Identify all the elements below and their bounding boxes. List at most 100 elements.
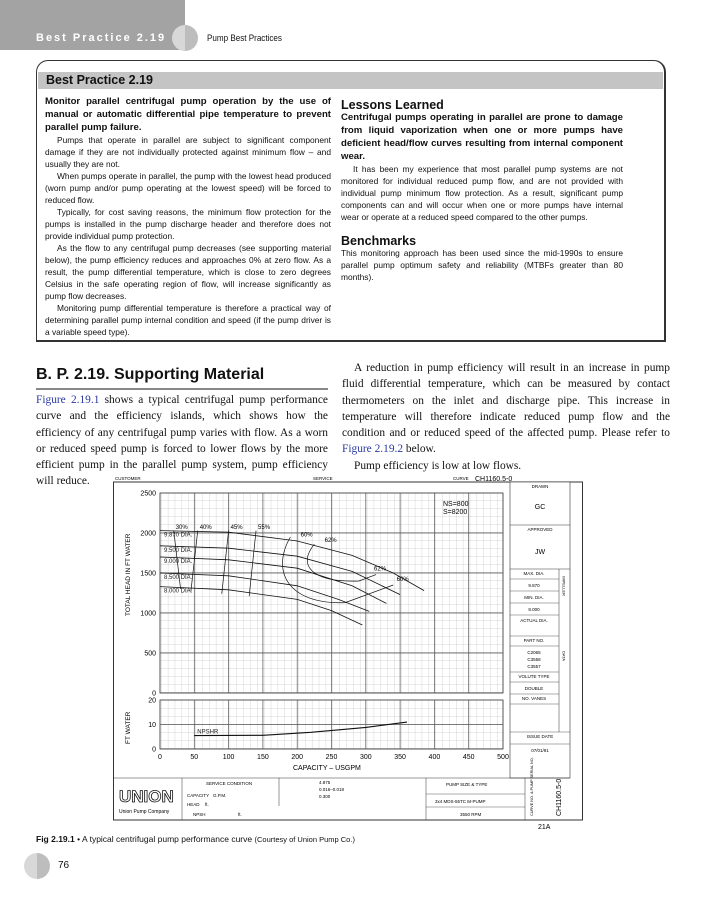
y-tick-label: 1000 — [140, 611, 156, 618]
x-tick-label: 350 — [394, 754, 406, 761]
text: below. — [403, 443, 436, 456]
curve-label: 8.500 DIA. — [164, 575, 193, 581]
text: A reduction in pump efficiency will resu… — [342, 362, 670, 440]
lessons-heading: Lessons Learned — [341, 98, 444, 112]
header-circle-decoration — [172, 25, 198, 51]
curve-label: 9.000 DIA. — [164, 559, 193, 565]
x-tick-label: 450 — [463, 754, 475, 761]
impeller-curve — [159, 556, 387, 604]
issue-date-label: ISSUE DATE — [527, 734, 553, 739]
ns-value: NS=800 — [443, 501, 469, 508]
volute-value: DOUBLE — [525, 686, 544, 691]
service-label: SERVICE — [313, 476, 333, 481]
y-tick-label: 1500 — [140, 571, 156, 578]
vanes-label: NO. VANES — [522, 696, 546, 701]
x-tick-label: 250 — [326, 754, 338, 761]
union-logo: UNION — [119, 787, 174, 806]
min-dia-label: MIN. DIA. — [524, 595, 544, 600]
impeller-curve — [159, 586, 363, 626]
x-tick-label: 50 — [190, 754, 198, 761]
figure-frame — [113, 481, 583, 821]
x-tick-label: 300 — [360, 754, 372, 761]
text: shows a typical centrifugal pump perform… — [36, 394, 328, 488]
figure-link[interactable]: Figure 2.19.2 — [342, 443, 404, 456]
head-unit: ft. — [205, 802, 209, 807]
box-paragraph: Pumps that operate in parallel are subje… — [45, 135, 331, 169]
caption-text: A typical centrifugal pump performance c… — [82, 834, 253, 844]
supporting-paragraph-2: A reduction in pump efficiency will resu… — [342, 360, 670, 458]
capacity-unit: G.P.M. — [213, 793, 226, 798]
x-tick-label: 100 — [223, 754, 235, 761]
efficiency-line — [282, 536, 394, 603]
figure-link[interactable]: Figure 2.19.1 — [36, 394, 100, 406]
customer-label: CUSTOMER — [115, 476, 141, 481]
box-paragraph: Monitoring pump differential temperature… — [45, 303, 331, 337]
section-title: Best Practice 2.19 — [36, 32, 167, 44]
efficiency-label: 45% — [231, 525, 244, 531]
part-no-value: C2065 — [527, 650, 541, 655]
max-dia-value: 9.870 — [528, 583, 540, 588]
efficiency-label: 30% — [176, 525, 189, 531]
supporting-right-column: A reduction in pump efficiency will resu… — [342, 360, 670, 474]
part-no-label: PART NO. — [524, 638, 545, 643]
efficiency-line — [306, 543, 377, 582]
y-tick-label: 2500 — [140, 491, 156, 498]
efficiency-label: 40% — [200, 525, 213, 531]
efficiency-label: 62% — [325, 538, 338, 544]
page-number: 76 — [58, 860, 70, 871]
impeller-label: IMPELLER — [562, 576, 567, 596]
pump-performance-chart: CUSTOMER SERVICE CURVE CH1160.5-0 0 50 100… — [113, 476, 583, 831]
y-tick-label: 0 — [152, 747, 156, 754]
curve-label: CURVE — [453, 476, 469, 481]
box-paragraph: As the flow to any centrifugal pump decr… — [45, 243, 331, 301]
supporting-material-title: B. P. 2.19. Supporting Material — [36, 366, 328, 390]
best-practice-box: Best Practice 2.19 Monitor parallel cent… — [36, 60, 666, 342]
y-axis-label-head: TOTAL HEAD IN FT WATER — [125, 533, 132, 616]
curves: 9.870 DIA. 9.500 DIA. 9.000 DIA. 8.500 DIA.… — [159, 530, 425, 737]
lessons-lead: Centrifugal pumps operating in parallel … — [341, 112, 623, 162]
side-info-table: DRAWN GC APPROVED JW MAX. DIA. 9.870 MIN… — [509, 481, 571, 779]
drawn-value: GC — [535, 504, 546, 511]
page-circle-decoration — [24, 853, 50, 879]
x-tick-label: 200 — [291, 754, 303, 761]
part-no-value: C3557 — [527, 664, 541, 669]
y-axis-label-npsh: FT WATER — [125, 711, 132, 744]
lessons-text: It has been my experience that most para… — [341, 164, 623, 222]
y-tick-label: 10 — [148, 722, 156, 729]
npshr-label: NPSHR — [197, 730, 219, 736]
box-right-column: Lessons Learned Centrifugal pumps operat… — [341, 97, 623, 283]
part-no-value: C3558 — [527, 657, 541, 662]
figure-footer: UNION Union Pump Company SERVICE CONDITI… — [113, 757, 570, 831]
efficiency-label: 60% — [397, 577, 410, 583]
curve-label: 9.500 DIA. — [164, 548, 193, 554]
supporting-paragraph-3: Pump efficiency is low at low flows. — [354, 459, 522, 472]
curve-no-value: CH1160.5-0 — [556, 779, 563, 816]
efficiency-line — [173, 530, 181, 590]
x-tick-label: 0 — [158, 754, 162, 761]
box-left-column: Monitor parallel centrifugal pump operat… — [45, 95, 331, 338]
npsh-label: NPSH — [193, 812, 206, 817]
pump-type: 3x4 MDS-55TC M-PUMP — [435, 799, 486, 804]
service-condition-label: SERVICE CONDITION — [206, 781, 252, 786]
curve-no-label: CURVE NO. & PUMP SERIAL NO. — [530, 757, 534, 816]
figure-caption: Fig 2.19.1 • A typical centrifugal pump … — [36, 834, 355, 844]
volute-label: VOLUTE TYPE — [519, 674, 550, 679]
efficiency-label: 60% — [301, 533, 314, 539]
max-sphere-value: 0.300 — [319, 794, 331, 799]
max-dia-label: MAX. DIA. — [523, 571, 544, 576]
curve-label: 8.000 DIA. — [164, 589, 193, 595]
benchmarks-heading: Benchmarks — [341, 234, 417, 248]
x-tick-label: 400 — [429, 754, 441, 761]
head-label: HEAD — [187, 802, 200, 807]
drawn-label: DRAWN — [532, 484, 549, 489]
header-band: Best Practice 2.19 — [0, 0, 185, 50]
efficiency-islands: 30% 40% 45% 55% 60% 62% 62% 60% — [173, 525, 410, 603]
min-dia-value: 8.000 — [528, 607, 540, 612]
curve-label: 9.870 DIA. — [164, 533, 193, 539]
efficiency-label: 55% — [258, 525, 271, 531]
benchmarks-text: This monitoring approach has been used s… — [341, 248, 623, 282]
s-value: S=8200 — [443, 509, 467, 516]
box-lead: Monitor parallel centrifugal pump operat… — [45, 96, 331, 133]
x-tick-label: 500 — [497, 754, 509, 761]
actual-dia-label: ACTUAL DIA. — [520, 618, 548, 623]
